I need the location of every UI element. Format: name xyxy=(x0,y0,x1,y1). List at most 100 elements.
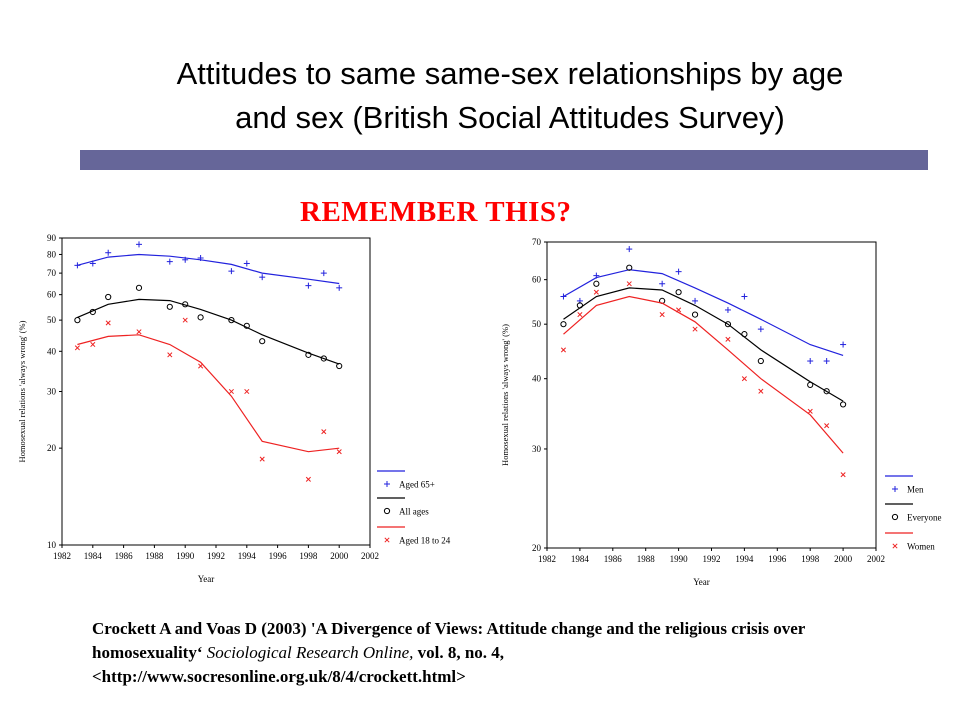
data-point xyxy=(321,429,327,435)
y-tick-label: 40 xyxy=(47,346,57,356)
legend-label: All ages xyxy=(399,507,429,517)
data-point xyxy=(659,312,665,318)
data-point xyxy=(198,363,204,369)
x-tick-label: 1982 xyxy=(53,551,71,561)
citation: Crockett A and Voas D (2003) 'A Divergen… xyxy=(92,617,912,689)
series-line-all-ages xyxy=(77,298,340,365)
data-point xyxy=(676,307,682,313)
y-axis-label: Homosexual relations 'always wrong' (%) xyxy=(17,320,27,462)
x-tick-label: 1990 xyxy=(176,551,195,561)
x-tick-label: 2000 xyxy=(834,554,853,564)
x-tick-label: 1982 xyxy=(538,554,556,564)
y-tick-label: 10 xyxy=(47,540,57,550)
legend-marker xyxy=(383,507,391,515)
data-point xyxy=(675,268,682,275)
data-point xyxy=(167,352,173,358)
data-point xyxy=(758,388,764,394)
legend-marker xyxy=(384,481,390,487)
y-tick-label: 30 xyxy=(532,444,542,454)
y-tick-label: 60 xyxy=(47,290,57,300)
data-point xyxy=(725,336,731,342)
legend-marker xyxy=(891,513,899,521)
data-point xyxy=(577,312,583,318)
x-tick-label: 1994 xyxy=(735,554,754,564)
data-point xyxy=(593,280,600,287)
title-line-1: Attitudes to same same-sex relationships… xyxy=(176,56,844,91)
citation-url[interactable]: <http://www.socresonline.org.uk/8/4/croc… xyxy=(92,667,466,686)
data-point xyxy=(757,326,764,333)
data-point xyxy=(560,321,567,328)
y-tick-label: 80 xyxy=(47,249,57,259)
x-axis-label: Year xyxy=(693,577,710,587)
x-tick-label: 1990 xyxy=(670,554,689,564)
data-point xyxy=(626,264,633,271)
data-point xyxy=(659,280,666,287)
data-point xyxy=(305,476,311,482)
data-point xyxy=(74,262,81,269)
data-point xyxy=(840,472,846,478)
data-point xyxy=(840,401,847,408)
data-point xyxy=(182,256,189,263)
data-point xyxy=(320,270,327,277)
legend-label: Aged 18 to 24 xyxy=(399,536,451,546)
data-point xyxy=(105,320,111,326)
data-point xyxy=(105,293,112,301)
y-tick-label: 90 xyxy=(47,233,57,243)
data-point xyxy=(136,241,142,248)
data-point xyxy=(840,341,847,348)
x-tick-label: 1984 xyxy=(571,554,590,564)
series-line-aged-18-to-24 xyxy=(77,334,340,453)
title-underline-bar xyxy=(80,150,928,170)
plot-frame xyxy=(546,241,877,549)
data-point xyxy=(166,258,173,265)
data-point xyxy=(197,314,204,321)
data-point xyxy=(305,351,312,358)
x-tick-label: 1992 xyxy=(703,554,721,564)
data-point xyxy=(228,317,235,324)
data-point xyxy=(576,302,584,309)
data-point xyxy=(824,423,830,429)
y-tick-label: 50 xyxy=(532,319,542,329)
x-tick-label: 2002 xyxy=(361,551,379,561)
x-tick-label: 2002 xyxy=(867,554,885,564)
data-point xyxy=(136,329,142,335)
remember-heading: REMEMBER THIS? xyxy=(300,196,572,228)
legend-label: Aged 65+ xyxy=(399,480,435,490)
data-point xyxy=(741,376,747,382)
legend-label: Everyone xyxy=(907,513,941,523)
data-point xyxy=(626,281,632,287)
x-axis-label: Year xyxy=(198,574,215,584)
data-point xyxy=(228,268,235,275)
data-point xyxy=(89,308,96,316)
x-tick-label: 1984 xyxy=(84,551,103,561)
data-point xyxy=(807,358,814,365)
y-tick-label: 60 xyxy=(532,275,542,285)
legend-marker xyxy=(384,537,390,543)
data-point xyxy=(757,357,764,365)
data-point xyxy=(259,456,265,462)
x-tick-label: 1986 xyxy=(604,554,623,564)
data-point xyxy=(724,306,731,313)
data-point xyxy=(593,289,599,295)
data-point xyxy=(692,297,699,304)
x-tick-label: 1998 xyxy=(801,554,820,564)
series-line-women xyxy=(563,295,844,454)
citation-authors-title: Crockett A and Voas D (2003) 'A Divergen… xyxy=(92,619,806,662)
data-point xyxy=(259,338,266,345)
x-tick-label: 1988 xyxy=(637,554,656,564)
data-point xyxy=(243,322,250,329)
data-point xyxy=(626,246,633,253)
data-point xyxy=(259,274,266,281)
data-point xyxy=(691,311,699,318)
data-point xyxy=(166,303,173,310)
title-line-2: and sex (British Social Attitudes Survey… xyxy=(235,100,785,135)
x-tick-label: 1996 xyxy=(768,554,787,564)
data-point xyxy=(74,345,80,351)
data-point xyxy=(724,321,732,328)
y-tick-label: 20 xyxy=(47,443,57,453)
legend-marker xyxy=(892,486,898,492)
data-point xyxy=(182,317,188,323)
data-point xyxy=(560,293,567,300)
